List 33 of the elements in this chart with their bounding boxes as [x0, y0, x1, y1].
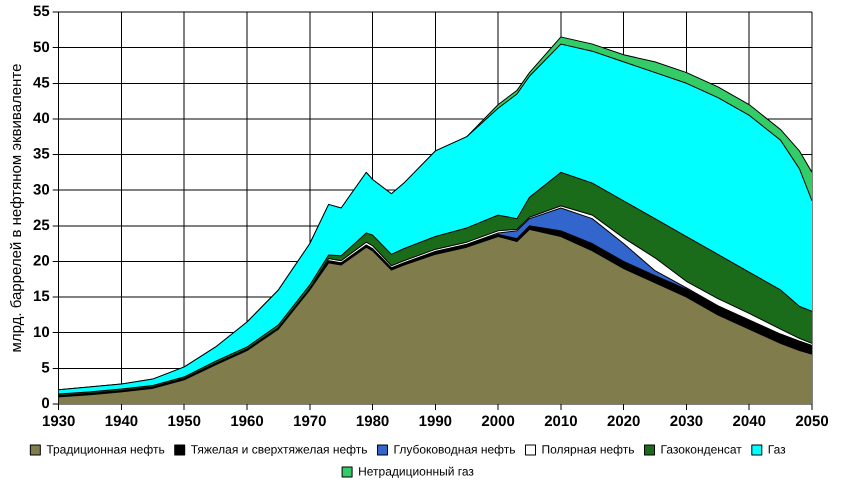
x-tick-label: 2010	[544, 413, 578, 430]
y-tick-label: 40	[32, 110, 50, 128]
y-tick-label: 0	[41, 395, 50, 412]
legend-label: Тяжелая и сверхтяжелая нефть	[190, 442, 368, 456]
y-tick-label: 45	[32, 74, 50, 92]
y-tick-label: 30	[32, 181, 50, 198]
legend-label: Нетрадиционный газ	[358, 464, 474, 478]
x-tick-label: 1950	[168, 413, 201, 430]
y-tick-label: 5	[41, 360, 50, 377]
legend-label: Традиционная нефть	[46, 442, 165, 456]
x-tick-label: 2020	[606, 413, 640, 430]
legend-label: Полярная нефть	[542, 442, 635, 456]
y-axis-title: млрд. баррелей в нефтяном эквиваленте	[8, 64, 26, 352]
x-tick-label: 2050	[795, 413, 829, 430]
y-tick-label: 10	[32, 324, 50, 341]
legend-label: Газоконденсат	[660, 442, 742, 456]
y-tick-label: 55	[32, 3, 50, 20]
x-tick-label: 1980	[356, 413, 390, 430]
x-tick-label: 1970	[293, 413, 326, 430]
x-tick-label: 1960	[230, 413, 264, 430]
y-tick-label: 25	[32, 216, 50, 234]
legend-label: Глубоководная нефть	[393, 442, 516, 456]
legend-label: Газ	[768, 442, 786, 456]
x-tick-label: 1990	[418, 413, 452, 430]
y-tick-label: 15	[32, 288, 50, 306]
x-tick-label: 2040	[732, 413, 766, 430]
y-tick-label: 50	[32, 38, 50, 56]
x-tick-label: 2030	[670, 413, 704, 430]
x-tick-label: 1930	[42, 413, 76, 430]
x-tick-label: 1940	[104, 413, 138, 430]
x-tick-label: 2000	[481, 413, 515, 430]
y-tick-label: 20	[32, 252, 50, 270]
y-tick-label: 35	[32, 146, 50, 163]
